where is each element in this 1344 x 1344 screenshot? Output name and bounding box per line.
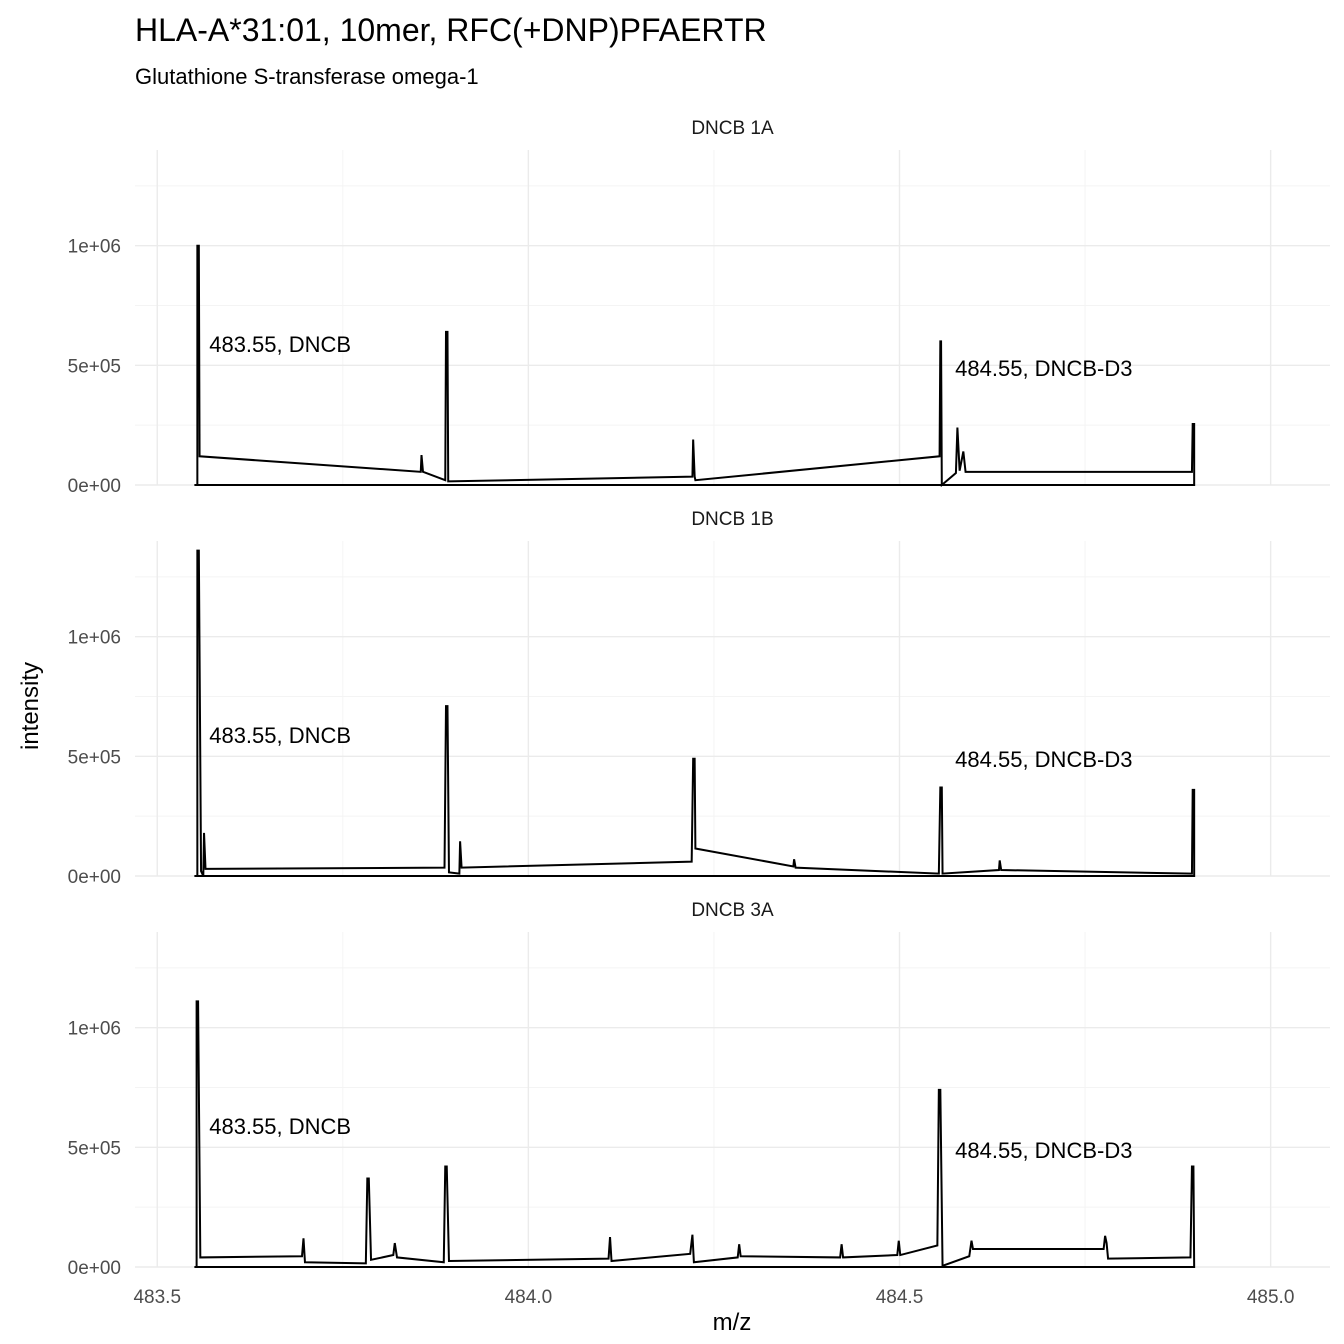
spectrum-line: [194, 1000, 1196, 1268]
x-tick-label: 484.0: [505, 1287, 553, 1308]
y-tick-label: 0e+00: [68, 1258, 121, 1279]
y-axis-title: intensity: [17, 662, 44, 750]
peak-annotation: 484.55, DNCB-D3: [955, 747, 1132, 772]
y-tick-label: 1e+06: [68, 628, 121, 649]
y-tick-label: 0e+00: [68, 476, 121, 497]
chart-title: HLA-A*31:01, 10mer, RFC(+DNP)PFAERTR: [135, 12, 767, 48]
peak-annotation: 483.55, DNCB: [209, 332, 351, 357]
peak-annotation: 483.55, DNCB: [209, 1114, 351, 1139]
facet-strip-label: DNCB 1A: [691, 118, 774, 139]
y-tick-label: 5e+05: [68, 1138, 121, 1159]
y-tick-label: 0e+00: [68, 867, 121, 888]
y-tick-label: 5e+05: [68, 356, 121, 377]
spectrum-line: [194, 549, 1196, 877]
facet-panel: 0e+00 5e+05 1e+06 DNCB 3A 483.55, DNCB 484.55…: [68, 900, 1330, 1279]
x-axis-title: m/z: [713, 1309, 752, 1336]
facet-strip-label: DNCB 3A: [691, 900, 774, 921]
y-tick-label: 1e+06: [68, 237, 121, 258]
facet-panel: 0e+00 5e+05 1e+06 DNCB 1B 483.55, DNCB 484.55…: [68, 509, 1330, 888]
x-tick-label: 484.5: [876, 1287, 924, 1308]
facet-panel: 0e+00 5e+05 1e+06 DNCB 1A 483.55, DNCB 484.55…: [68, 118, 1330, 497]
peak-annotation: 484.55, DNCB-D3: [955, 1138, 1132, 1163]
y-tick-label: 5e+05: [68, 747, 121, 768]
x-tick-label: 483.5: [133, 1287, 181, 1308]
chart-subtitle: Glutathione S-transferase omega-1: [135, 64, 479, 89]
facet-strip-label: DNCB 1B: [691, 509, 773, 530]
peak-annotation: 483.55, DNCB: [209, 723, 351, 748]
x-tick-label: 485.0: [1247, 1287, 1295, 1308]
spectrum-line: [194, 244, 1196, 488]
y-tick-label: 1e+06: [68, 1019, 121, 1040]
peak-annotation: 484.55, DNCB-D3: [955, 356, 1132, 381]
